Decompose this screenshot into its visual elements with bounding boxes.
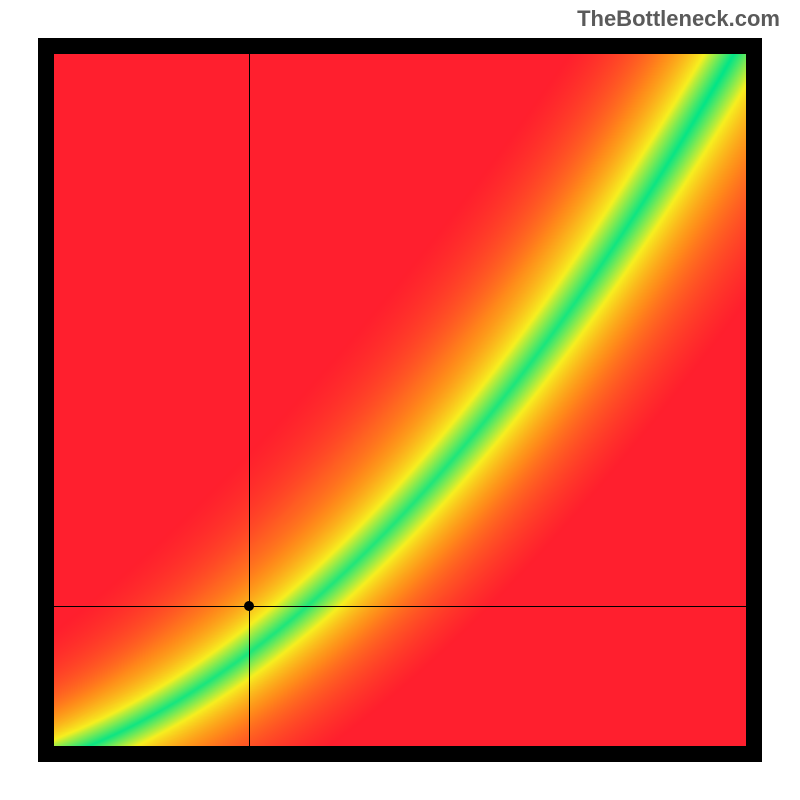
crosshair-vertical (249, 54, 250, 746)
crosshair-horizontal (54, 606, 746, 607)
page-container: TheBottleneck.com (0, 0, 800, 800)
attribution-text: TheBottleneck.com (577, 6, 780, 32)
chart-frame (38, 38, 762, 762)
marker-dot (244, 601, 254, 611)
chart-plot-area (54, 54, 746, 746)
heatmap-canvas (54, 54, 746, 746)
